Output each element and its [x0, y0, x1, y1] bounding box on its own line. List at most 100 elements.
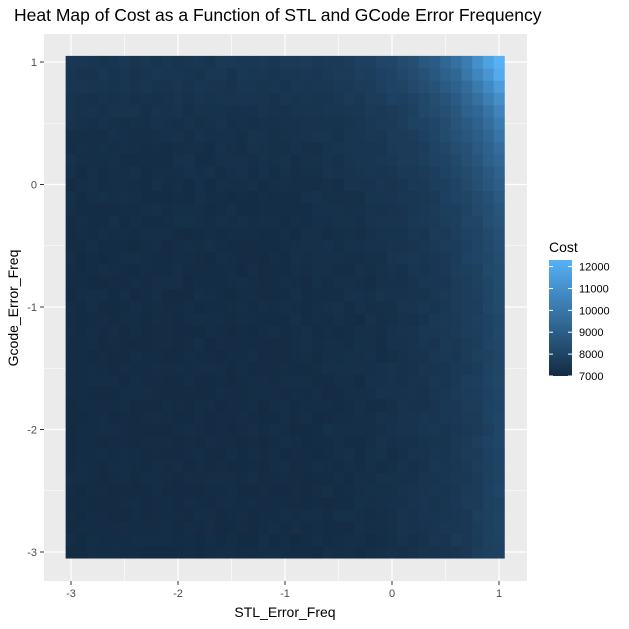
- heatmap-tile: [322, 509, 334, 522]
- heatmap-tile: [268, 496, 281, 510]
- heatmap-tile: [482, 374, 495, 388]
- heatmap-tile: [226, 190, 238, 204]
- heatmap-tile: [408, 166, 420, 179]
- heatmap-tile: [418, 129, 430, 143]
- heatmap-tile: [247, 398, 259, 412]
- heatmap-tile: [129, 521, 141, 535]
- heatmap-tile: [268, 276, 281, 290]
- heatmap-tile: [301, 129, 313, 143]
- heatmap-tile: [194, 178, 206, 192]
- heatmap-tile: [76, 398, 88, 412]
- heatmap-tile: [472, 153, 484, 167]
- heatmap-tile: [333, 386, 345, 400]
- heatmap-tile: [161, 533, 174, 547]
- heatmap-tile: [87, 166, 99, 179]
- heatmap-tile: [172, 423, 184, 437]
- heatmap-tile: [236, 55, 248, 69]
- heatmap-tile: [386, 276, 398, 290]
- heatmap-tile: [108, 362, 120, 375]
- heatmap-tile: [108, 80, 120, 94]
- heatmap-tile: [290, 509, 302, 522]
- heatmap-tile: [322, 141, 334, 155]
- heatmap-tile: [397, 276, 409, 290]
- heatmap-tile: [365, 276, 377, 290]
- heatmap-tile: [333, 435, 345, 449]
- heatmap-tile: [183, 362, 195, 375]
- heatmap-tile: [279, 362, 291, 375]
- heatmap-tile: [194, 153, 206, 167]
- heatmap-tile: [268, 104, 281, 118]
- heatmap-tile: [461, 496, 473, 510]
- heatmap-tile: [311, 484, 323, 498]
- heatmap-tile: [151, 55, 163, 69]
- heatmap-tile: [140, 264, 152, 277]
- heatmap-tile: [119, 349, 131, 363]
- heatmap-tile: [440, 117, 452, 130]
- heatmap-tile: [343, 153, 355, 167]
- heatmap-tile: [493, 288, 505, 302]
- heatmap-tile: [151, 313, 163, 326]
- heatmap-tile: [429, 460, 441, 473]
- heatmap-tile: [161, 325, 174, 339]
- heatmap-tile: [97, 251, 109, 265]
- heatmap-tile: [87, 398, 99, 412]
- heatmap-tile: [204, 509, 216, 522]
- heatmap-tile: [215, 227, 227, 241]
- heatmap-tile: [194, 288, 206, 302]
- heatmap-tile: [129, 215, 141, 228]
- heatmap-tile: [354, 423, 366, 437]
- heatmap-tile: [129, 349, 141, 363]
- heatmap-tile: [375, 92, 388, 106]
- heatmap-tile: [375, 337, 388, 351]
- heatmap-tile: [268, 313, 281, 326]
- heatmap-tile: [258, 166, 270, 179]
- heatmap-tile: [65, 521, 77, 535]
- heatmap-tile: [268, 202, 281, 216]
- heatmap-tile: [450, 521, 462, 535]
- heatmap-tile: [87, 239, 99, 253]
- heatmap-tile: [172, 215, 184, 228]
- heatmap-tile: [333, 325, 345, 339]
- heatmap-tile: [365, 104, 377, 118]
- heatmap-tile: [65, 447, 77, 461]
- heatmap-tile: [247, 411, 259, 424]
- heatmap-tile: [354, 411, 366, 424]
- heatmap-tile: [87, 55, 99, 69]
- heatmap-tile: [129, 337, 141, 351]
- heatmap-tile: [429, 496, 441, 510]
- heatmap-tile: [461, 276, 473, 290]
- heatmap-tile: [226, 288, 238, 302]
- heatmap-tile: [301, 509, 313, 522]
- heatmap-tile: [311, 337, 323, 351]
- y-tick-label: -1: [27, 302, 37, 314]
- heatmap-tile: [76, 129, 88, 143]
- heatmap-tile: [87, 264, 99, 277]
- heatmap-tile: [450, 80, 462, 94]
- heatmap-tile: [129, 178, 141, 192]
- heatmap-tile: [119, 68, 131, 81]
- heatmap-tile: [172, 509, 184, 522]
- heatmap-tile: [140, 239, 152, 253]
- heatmap-tile: [440, 190, 452, 204]
- heatmap-tile: [418, 509, 430, 522]
- heatmap-tile: [161, 472, 174, 486]
- heatmap-tile: [172, 374, 184, 388]
- heatmap-tile: [461, 472, 473, 486]
- heatmap-tile: [386, 533, 398, 547]
- heatmap-tile: [268, 239, 281, 253]
- heatmap-tile: [236, 484, 248, 498]
- heatmap-tile: [290, 166, 302, 179]
- heatmap-tile: [151, 190, 163, 204]
- heatmap-tile: [322, 264, 334, 277]
- heatmap-tile: [194, 533, 206, 547]
- heatmap-tile: [472, 349, 484, 363]
- heatmap-tile: [204, 215, 216, 228]
- heatmap-tile: [354, 533, 366, 547]
- heatmap-tile: [258, 129, 270, 143]
- heatmap-tile: [194, 55, 206, 69]
- heatmap-tile: [226, 349, 238, 363]
- heatmap-tile: [290, 521, 302, 535]
- heatmap-tile: [119, 398, 131, 412]
- heatmap-tile: [140, 129, 152, 143]
- heatmap-tile: [76, 337, 88, 351]
